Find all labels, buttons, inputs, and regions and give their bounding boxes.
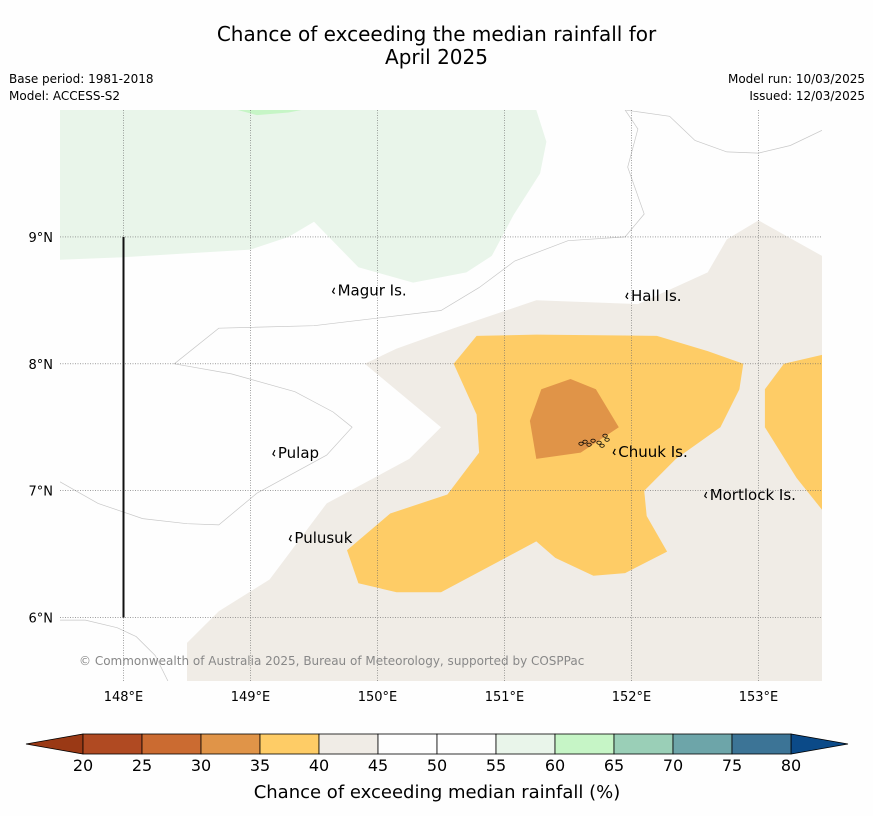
colorbar-swatch xyxy=(200,733,261,755)
x-tick-label: 151°E xyxy=(485,690,525,705)
colorbar-tick-label: 40 xyxy=(309,756,329,775)
chart-title-line2: April 2025 xyxy=(385,45,488,69)
place-label: Pulusuk xyxy=(294,529,352,547)
y-tick-label: 8°N xyxy=(29,358,54,373)
colorbar-swatch xyxy=(318,733,379,755)
colorbar-tick-label: 30 xyxy=(191,756,211,775)
place-label: Pulap xyxy=(278,444,319,462)
colorbar-tick-label: 60 xyxy=(545,756,565,775)
colorbar-tick-label: 65 xyxy=(604,756,624,775)
colorbar-tick-label: 75 xyxy=(722,756,742,775)
issued-text: Issued: 12/03/2025 xyxy=(749,89,865,103)
base-period-text: Base period: 1981-2018 xyxy=(9,72,154,86)
colorbar-swatch xyxy=(259,733,320,755)
y-tick-label: 6°N xyxy=(29,612,54,627)
model-text: Model: ACCESS-S2 xyxy=(9,89,121,103)
y-tick-label: 9°N xyxy=(29,231,54,246)
colorbar-swatch xyxy=(495,733,556,755)
colorbar-swatch xyxy=(82,733,143,755)
model-run-text: Model run: 10/03/2025 xyxy=(727,72,865,86)
island-marker xyxy=(625,292,629,300)
meta-right: Model run: 10/03/2025 Issued: 12/03/2025 xyxy=(728,71,865,105)
axis-ticks: 148°E 149°E 150°E 151°E 152°E 153°E 6°N 7°N 8°N 9… xyxy=(29,231,779,705)
place-label: Hall Is. xyxy=(631,287,682,305)
colorbar: 20 25 30 35 40 45 50 55 60 65 70 75 80 Chance of exce… xyxy=(25,733,849,803)
colorbar-title: Chance of exceeding median rainfall (%) xyxy=(254,782,621,803)
y-tick-label: 7°N xyxy=(29,485,54,500)
x-tick-label: 148°E xyxy=(104,690,144,705)
island-marker xyxy=(612,448,616,456)
colorbar-swatch xyxy=(377,733,438,755)
x-tick-label: 150°E xyxy=(358,690,398,705)
colorbar-tick-label: 25 xyxy=(132,756,152,775)
colorbar-swatch xyxy=(554,733,615,755)
place-label: Mortlock Is. xyxy=(710,486,796,504)
colorbar-under-arrow xyxy=(25,733,84,755)
chuuk-islands-outline xyxy=(578,433,610,448)
colorbar-tick-label: 70 xyxy=(663,756,683,775)
x-tick-label: 153°E xyxy=(739,690,779,705)
colorbar-swatch xyxy=(613,733,674,755)
region-35-40-2 xyxy=(764,354,822,510)
island-marker xyxy=(288,534,292,542)
copyright-text: © Commonwealth of Australia 2025, Bureau… xyxy=(79,654,584,668)
region-55-60-4 xyxy=(60,110,547,283)
colorbar-over-arrow xyxy=(790,733,849,755)
x-tick-label: 149°E xyxy=(231,690,271,705)
colorbar-tick-label: 50 xyxy=(427,756,447,775)
island-marker xyxy=(331,287,336,295)
island-marker xyxy=(272,449,276,457)
chart-title-line1: Chance of exceeding the median rainfall … xyxy=(216,22,657,46)
meta-left: Base period: 1981-2018 Model: ACCESS-S2 xyxy=(9,71,154,105)
probability-regions xyxy=(60,110,822,681)
place-label: Chuuk Is. xyxy=(618,443,687,461)
colorbar-tick-label: 55 xyxy=(486,756,506,775)
colorbar-swatch xyxy=(672,733,733,755)
lat-lon-grid xyxy=(60,110,822,681)
region-30-35-3 xyxy=(529,379,619,459)
region-35-40-1 xyxy=(347,334,744,593)
region-60-65-5 xyxy=(237,110,302,116)
colorbar-tick-label: 45 xyxy=(368,756,388,775)
colorbar-swatch xyxy=(141,733,202,755)
colorbar-swatch xyxy=(436,733,497,755)
contour-line-0 xyxy=(60,110,822,526)
contour-line-1 xyxy=(60,619,169,681)
colorbar-swatch xyxy=(731,733,792,755)
island-marker xyxy=(703,491,708,499)
place-labels: Magur Is. Hall Is. Pulap Chuuk Is. Mortlock … xyxy=(272,282,796,547)
x-tick-label: 152°E xyxy=(612,690,652,705)
colorbar-tick-label: 20 xyxy=(73,756,93,775)
colorbar-tick-label: 80 xyxy=(781,756,801,775)
place-label: Magur Is. xyxy=(338,282,407,300)
contour-lines xyxy=(60,110,822,681)
colorbar-tick-label: 35 xyxy=(250,756,270,775)
